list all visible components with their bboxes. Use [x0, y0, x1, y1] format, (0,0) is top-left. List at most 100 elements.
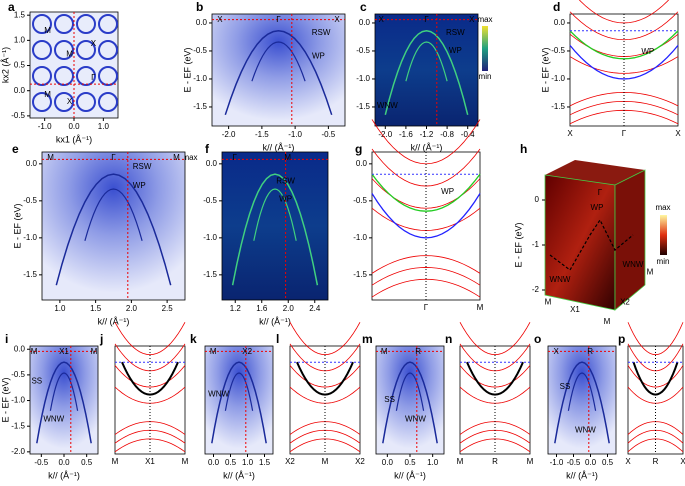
symmetry-label: R	[492, 457, 498, 466]
map-pocket	[98, 66, 118, 86]
annotation: M	[44, 90, 51, 99]
band-line	[36, 361, 92, 444]
map-pocket	[32, 14, 52, 34]
x-tick-label: 0.0	[68, 122, 80, 131]
annotation: Γ	[598, 188, 603, 197]
y-tick-label: -1.0	[23, 233, 37, 242]
band-line	[627, 322, 684, 356]
annotation: WP	[449, 46, 462, 55]
annotation: WP	[441, 187, 454, 196]
band-line	[395, 372, 425, 411]
y-tick-label: -1.5	[11, 421, 25, 430]
panel-label: f	[205, 142, 210, 156]
x-tick-label: -1.0	[38, 122, 52, 131]
map-pocket	[54, 40, 74, 60]
y-tick-label: -0.5	[11, 370, 25, 379]
map-pocket	[98, 14, 118, 34]
symmetry-label: Γ	[424, 15, 429, 24]
band-line	[371, 173, 481, 212]
symmetry-label: M	[47, 153, 54, 162]
y-tick-label: -0.5	[353, 196, 367, 205]
band-line	[459, 438, 531, 453]
symmetry-label: M	[182, 457, 189, 466]
x-tick-label: -1.6	[399, 130, 413, 139]
y-tick-label: -1.5	[356, 102, 370, 111]
annotation: WNW	[550, 275, 571, 284]
x-tick-label: -0.5	[567, 458, 581, 467]
x-tick-label: -2.0	[378, 130, 392, 139]
symmetry-label: X1	[145, 457, 155, 466]
band-line	[569, 30, 679, 60]
x-tick-label: -1.0	[550, 458, 564, 467]
y-tick-label: -1.0	[203, 233, 217, 242]
x-axis-label: k// (Å⁻¹)	[263, 142, 295, 152]
y-tick-label: -1.0	[11, 396, 25, 405]
band-line	[55, 173, 172, 286]
symmetry-label: X	[469, 15, 475, 24]
map-pocket	[98, 40, 118, 60]
x-tick-label: -0.4	[461, 130, 475, 139]
map-pocket	[76, 14, 96, 34]
annotation: WNW	[377, 101, 398, 110]
panel-label: n	[445, 332, 452, 346]
panel-label: o	[534, 332, 541, 346]
x-tick-label: 0.0	[585, 458, 597, 467]
colorbar-label: max	[182, 153, 197, 162]
panel-label: c	[360, 0, 367, 14]
panel-label: j	[99, 332, 103, 346]
annotation: WNW	[575, 425, 596, 434]
symmetry-label: M	[91, 347, 98, 356]
band-line	[114, 322, 186, 356]
colorbar	[482, 26, 488, 71]
annotation: SS	[384, 395, 395, 404]
y-tick-label: -1.5	[23, 270, 37, 279]
map-pocket	[76, 40, 96, 60]
panel-label: m	[362, 332, 373, 346]
band-line	[578, 0, 670, 24]
symmetry-label: M	[477, 303, 484, 312]
band-line	[459, 365, 531, 388]
y-tick-label: 0.0	[26, 159, 38, 168]
y-tick-label: -1.0	[551, 74, 565, 83]
x-tick-label: 2.0	[283, 304, 295, 313]
x-tick-label: 2.4	[309, 304, 321, 313]
band-line	[231, 173, 319, 286]
symmetry-label: M	[527, 457, 534, 466]
annotation: RSW	[276, 177, 295, 186]
band-line	[114, 365, 186, 388]
symmetry-label: M	[322, 457, 329, 466]
map-pocket	[54, 14, 74, 34]
map-pocket	[32, 66, 52, 86]
y-tick-label: -1.0	[356, 74, 370, 83]
y-axis-label: E - EF (eV)	[540, 47, 550, 92]
y-tick-label: 0.0	[14, 86, 26, 95]
x-tick-label: 1.6	[256, 304, 268, 313]
y-tick-label: -0.5	[551, 46, 565, 55]
annotation: WP	[641, 47, 654, 56]
band-line	[554, 361, 610, 444]
x-tick-label: 1.5	[90, 304, 102, 313]
y-tick-label: -0.5	[356, 46, 370, 55]
panel-image	[374, 13, 479, 127]
band-line	[371, 148, 481, 187]
panel-image	[204, 345, 274, 455]
band-line	[289, 438, 361, 453]
annotation: WNW	[43, 415, 64, 424]
panel-label: g	[355, 142, 362, 156]
annotation: RSW	[446, 28, 465, 37]
x-tick-label: 0.5	[225, 458, 237, 467]
y-tick-label: -0.5	[23, 196, 37, 205]
symmetry-label: M	[284, 153, 291, 162]
symmetry-label: X	[680, 457, 685, 466]
x-tick-label: 2.0	[126, 304, 138, 313]
band-line	[371, 267, 481, 286]
map-pocket	[76, 92, 96, 112]
y-axis-label: kx2 (Å⁻¹)	[0, 47, 10, 83]
colorbar-label: min	[657, 257, 670, 266]
symmetry-label: R	[587, 347, 593, 356]
y-tick-label: -0.5	[193, 46, 207, 55]
colorbar-label: min	[479, 72, 492, 81]
x-tick-label: 1.2	[230, 304, 242, 313]
symmetry-label: M	[457, 457, 464, 466]
annotation: WP	[279, 194, 292, 203]
